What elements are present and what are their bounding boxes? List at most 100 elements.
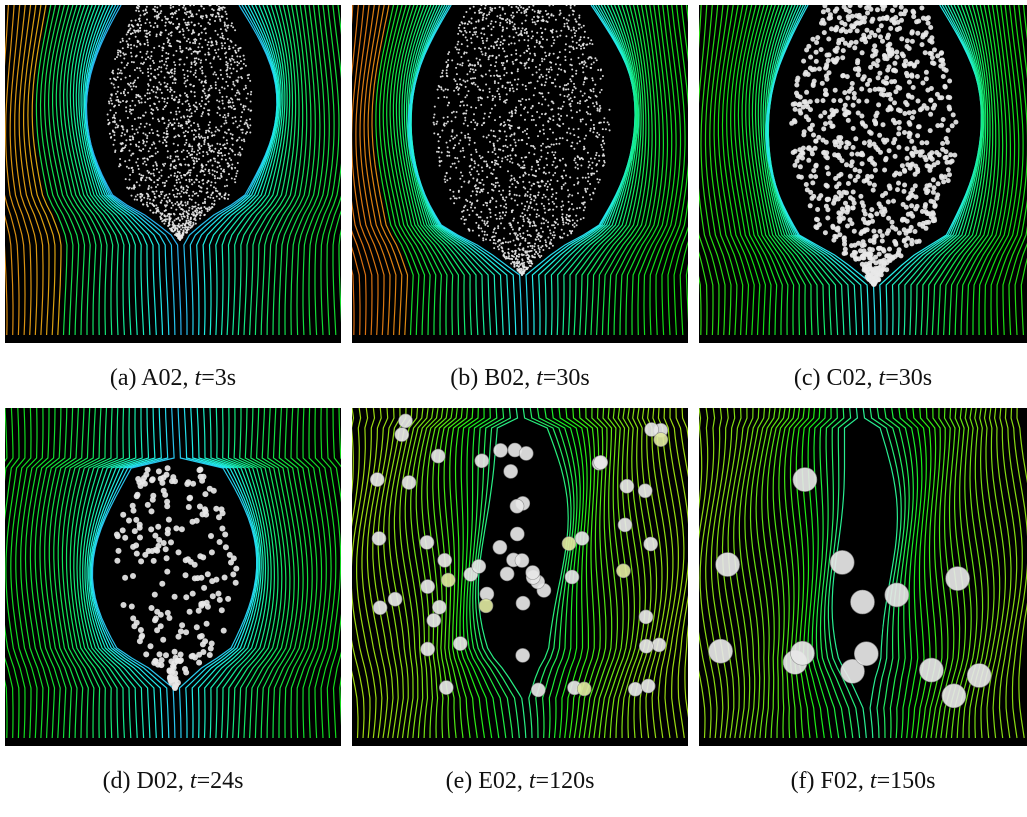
particle: [570, 105, 572, 107]
particle: [450, 166, 452, 168]
particle: [512, 229, 514, 231]
particle: [534, 53, 536, 55]
particle: [897, 126, 902, 131]
particle: [590, 128, 592, 130]
particle: [607, 121, 609, 123]
particle: [567, 83, 569, 85]
particle: [445, 123, 447, 125]
particle: [819, 47, 824, 52]
particle: [211, 8, 213, 10]
particle: [222, 6, 224, 8]
particle: [536, 230, 538, 232]
particle: [484, 234, 486, 236]
particle: [545, 241, 547, 243]
particle: [191, 130, 193, 132]
caption-var: t: [536, 365, 543, 391]
particle: [902, 169, 907, 174]
particle: [559, 10, 561, 12]
particle: [220, 69, 222, 71]
particle: [438, 151, 440, 153]
particle: [920, 42, 925, 47]
particle: [603, 121, 605, 123]
particle: [596, 170, 598, 172]
particle: [547, 105, 549, 107]
particle: [146, 204, 148, 206]
particle: [555, 192, 557, 194]
particle: [535, 170, 537, 172]
particle: [529, 242, 531, 244]
particle: [185, 80, 187, 82]
particle: [917, 239, 922, 244]
particle: [587, 173, 589, 175]
particle: [510, 263, 512, 265]
particle: [559, 159, 561, 161]
particle: [129, 29, 131, 31]
particle: [495, 21, 497, 23]
particle: [163, 197, 165, 199]
particle: [868, 65, 873, 70]
particle: [242, 132, 244, 134]
particle: [120, 92, 122, 94]
particle: [521, 274, 523, 276]
particle: [483, 184, 485, 186]
particle: [145, 112, 147, 114]
particle: [181, 218, 183, 220]
particle: [887, 247, 892, 252]
particle: [578, 44, 580, 46]
particle: [241, 111, 243, 113]
particle: [153, 169, 155, 171]
particle: [482, 40, 484, 42]
particle: [545, 196, 547, 198]
particle: [434, 106, 436, 108]
particle: [587, 152, 589, 154]
particle: [137, 40, 139, 42]
particle: [158, 623, 164, 629]
particle: [519, 195, 521, 197]
particle: [215, 81, 217, 83]
particle: [862, 74, 867, 79]
particle: [493, 75, 495, 77]
particle: [920, 35, 925, 40]
particle: [564, 49, 566, 51]
particle: [568, 128, 570, 130]
particle: [217, 155, 219, 157]
particle: [494, 164, 496, 166]
particle: [161, 92, 163, 94]
particle: [237, 162, 239, 164]
particle: [179, 230, 181, 232]
particle: [214, 160, 216, 162]
particle: [813, 174, 818, 179]
particle: [570, 30, 572, 32]
particle: [553, 203, 555, 205]
particle: [518, 229, 520, 231]
particle: [144, 126, 146, 128]
particle: [587, 37, 589, 39]
particle: [171, 227, 173, 229]
particle: [467, 60, 469, 62]
particle: [540, 93, 542, 95]
particle: [117, 76, 119, 78]
particle: [806, 117, 811, 122]
particle: [459, 83, 461, 85]
particle: [178, 652, 184, 658]
particle: [151, 558, 157, 564]
particle: [953, 120, 958, 125]
particle: [545, 20, 547, 22]
particle: [157, 89, 159, 91]
particle: [221, 158, 223, 160]
particle: [492, 99, 494, 101]
particle: [824, 62, 829, 67]
particle: [826, 8, 831, 13]
particle: [480, 216, 482, 218]
particle: [191, 208, 193, 210]
particle: [587, 180, 589, 182]
particle: [475, 27, 477, 29]
particle: [550, 66, 552, 68]
particle: [176, 549, 182, 555]
particle: [481, 51, 483, 53]
particle: [194, 72, 196, 74]
particle: [459, 78, 461, 80]
particle: [212, 197, 214, 199]
particle: [946, 95, 951, 100]
particle: [582, 196, 584, 198]
